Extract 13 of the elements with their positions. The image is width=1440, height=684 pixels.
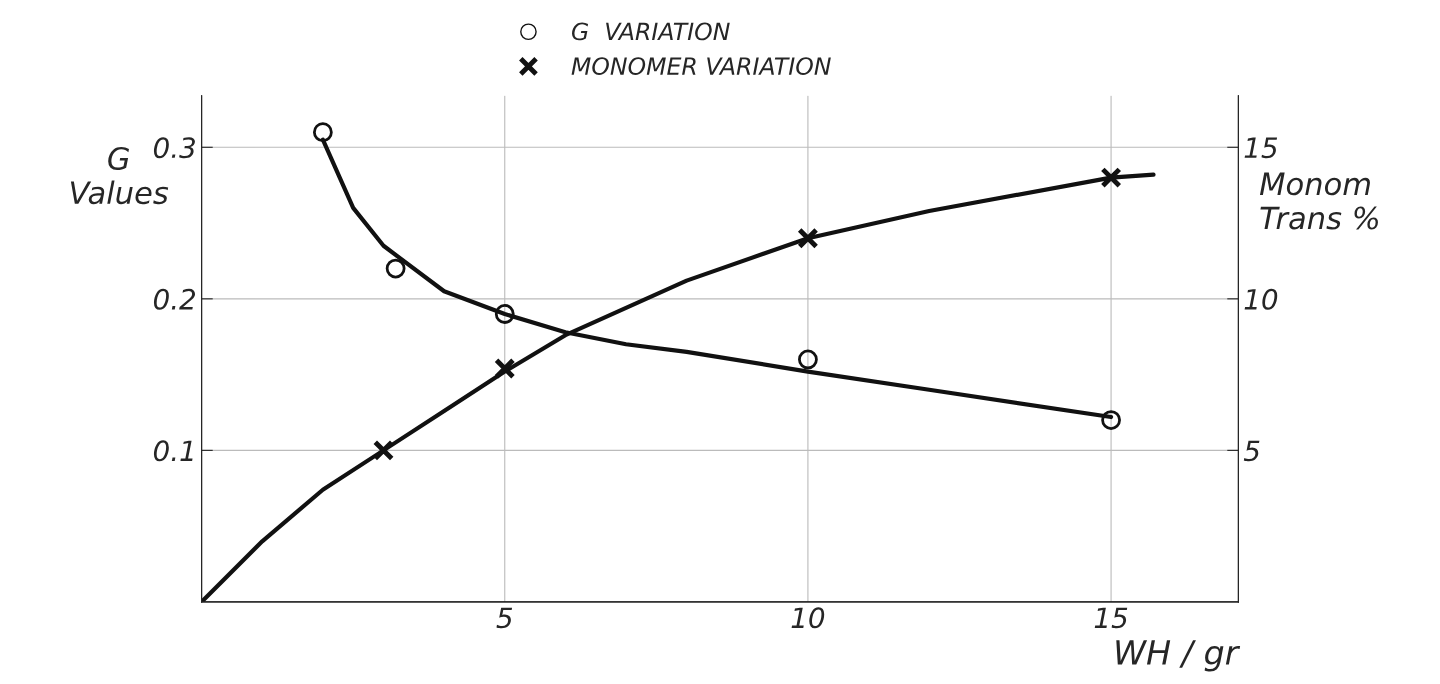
y2-tick-label: 15 bbox=[1244, 137, 1278, 159]
y-tick-label: 0.2 bbox=[153, 288, 196, 310]
y-tick-label: 0.3 bbox=[153, 137, 195, 159]
x-tick-label: 15 bbox=[1094, 607, 1128, 629]
legend-label: G VARIATION bbox=[571, 22, 730, 41]
legend-label: MONOMER VARIATION bbox=[571, 57, 831, 75]
y2-axis-title: Monom Trans % bbox=[1259, 172, 1378, 230]
x-axis-title: WH / gr bbox=[1116, 640, 1241, 672]
y2-tick-label: 5 bbox=[1243, 440, 1260, 462]
x-tick-label: 10 bbox=[791, 607, 825, 629]
x-tick-label: 5 bbox=[496, 607, 513, 629]
y2-tick-label: 10 bbox=[1244, 288, 1278, 310]
y-tick-label: 0.1 bbox=[153, 440, 193, 462]
